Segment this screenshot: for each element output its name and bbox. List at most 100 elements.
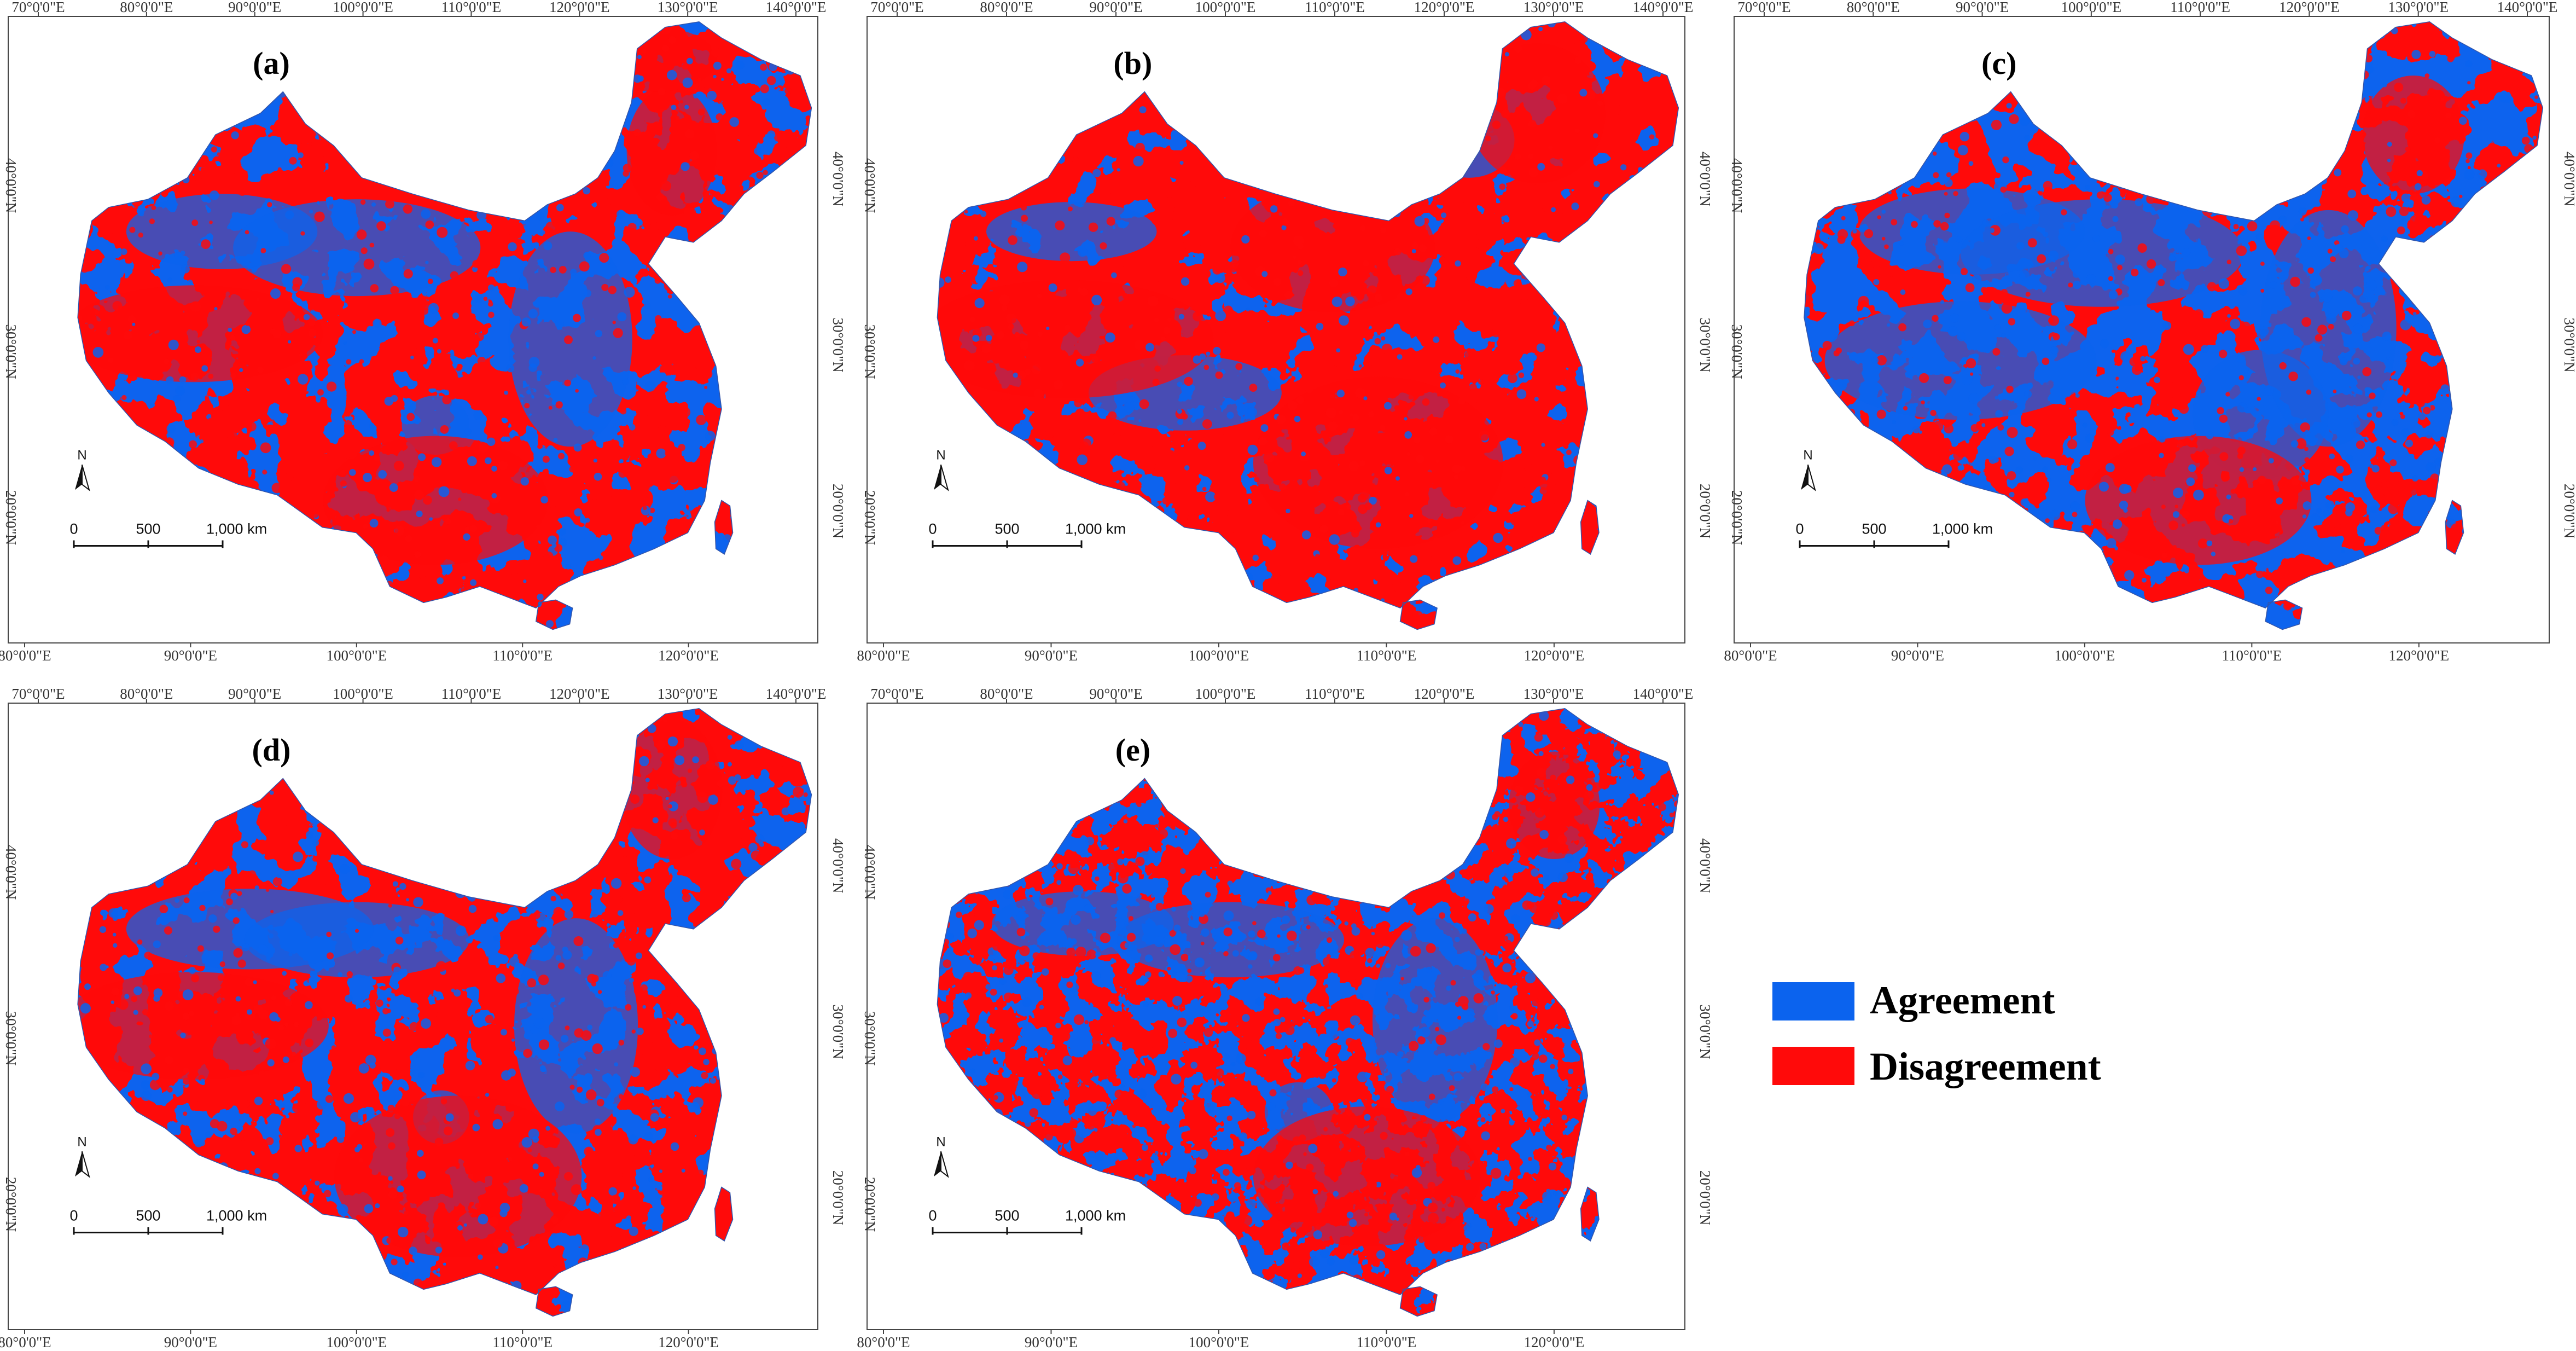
bottom-lon-label: 100°0'0"E	[1189, 647, 1249, 664]
agreement-region	[1372, 918, 1498, 1123]
legend-label-agreement: Agreement	[1870, 978, 2055, 1022]
left-lat-label: 30°0'0"N	[862, 324, 878, 379]
right-lat-label: 20°0'0"N	[830, 484, 846, 538]
top-lon-label: 90°0'0"E	[1956, 0, 2009, 15]
scale-label-zero: 0	[69, 521, 78, 537]
bottom-lon-label: 90°0'0"E	[1025, 647, 1078, 664]
disagreement-region	[937, 280, 1214, 398]
top-lon-label: 100°0'0"E	[333, 686, 393, 702]
agreement-region	[244, 902, 469, 978]
scale-bar: 0 500 1,000 km	[928, 521, 1126, 548]
top-lon-label: 80°0'0"E	[980, 0, 1033, 15]
bottom-lon-label: 120°0'0"E	[2388, 647, 2449, 664]
right-lat-label: 30°0'0"N	[1697, 317, 1713, 372]
scale-label-mid: 500	[995, 1208, 1019, 1224]
legend-swatch-agreement	[1772, 982, 1854, 1021]
top-lon-label: 90°0'0"E	[228, 686, 281, 702]
disagreement-region	[1509, 751, 1600, 860]
agreement-region	[986, 202, 1157, 262]
top-lon-label: 110°0'0"E	[1305, 686, 1365, 702]
disagreement-region	[1253, 376, 1503, 549]
top-lon-label: 70°0'0"E	[870, 686, 923, 702]
scale-label-mid: 500	[1862, 521, 1886, 537]
north-label: N	[936, 448, 945, 462]
top-lon-label: 110°0'0"E	[1305, 0, 1365, 15]
scale-bar: 0 500 1,000 km	[1795, 521, 1993, 548]
top-lon-label: 80°0'0"E	[1847, 0, 1900, 15]
scale-bar: 0 500 1,000 km	[928, 1208, 1126, 1235]
scale-label-zero: 0	[928, 521, 937, 537]
disagreement-region	[2362, 76, 2464, 194]
top-lon-label: 90°0'0"E	[1089, 686, 1142, 702]
top-lon-label: 110°0'0"E	[2170, 0, 2230, 15]
top-lon-label: 70°0'0"E	[1737, 0, 1790, 15]
right-lat-label: 40°0'0"N	[1697, 838, 1713, 893]
top-lon-label: 130°0'0"E	[2388, 0, 2449, 15]
bottom-lon-label: 80°0'0"E	[0, 647, 51, 664]
scale-label-mid: 500	[136, 1208, 160, 1224]
right-lat-label: 20°0'0"N	[1697, 484, 1713, 538]
right-lat-label: 40°0'0"N	[1697, 152, 1713, 206]
right-lat-label: 40°0'0"N	[830, 152, 846, 206]
panel-label-c: (c)	[1981, 45, 2016, 81]
scale-label-zero: 0	[69, 1208, 78, 1224]
north-arrow-icon: N	[75, 1134, 90, 1178]
left-lat-label: 30°0'0"N	[3, 1011, 19, 1065]
panel-label-b: (b)	[1113, 45, 1152, 81]
left-lat-label: 20°0'0"N	[862, 1177, 878, 1232]
disagreement-region	[78, 972, 329, 1080]
north-label: N	[77, 1134, 86, 1149]
map-panel-b: 70°0'0"E 80°0'0"E 90°0'0"E 100°0'0"E 110°0'0…	[857, 0, 1713, 664]
top-lon-label: 140°0'0"E	[766, 0, 827, 15]
scale-label-end: 1,000 km	[206, 521, 267, 537]
left-lat-label: 30°0'0"N	[1729, 324, 1745, 379]
map-panel-c: 70°0'0"E 80°0'0"E 90°0'0"E 100°0'0"E 110°0'0…	[1724, 0, 2576, 664]
agreement-region	[233, 199, 481, 297]
top-lon-label: 70°0'0"E	[870, 0, 923, 15]
bottom-lon-label: 90°0'0"E	[164, 647, 217, 664]
left-lat-label: 30°0'0"N	[3, 324, 19, 379]
left-lat-label: 20°0'0"N	[3, 1177, 19, 1232]
top-lon-label: 110°0'0"E	[441, 686, 502, 702]
right-lat-label: 30°0'0"N	[830, 317, 846, 372]
right-lat-label: 30°0'0"N	[2561, 317, 2576, 372]
scale-label-end: 1,000 km	[206, 1208, 267, 1224]
top-lon-label: 100°0'0"E	[333, 0, 393, 15]
top-lon-label: 130°0'0"E	[1523, 686, 1584, 702]
top-lon-label: 120°0'0"E	[549, 686, 610, 702]
legend: Agreement Disagreement	[1772, 978, 2101, 1088]
scale-bar: 0 500 1,000 km	[69, 1208, 267, 1235]
disagreement-region	[1253, 1106, 1481, 1246]
top-lon-label: 130°0'0"E	[1523, 0, 1584, 15]
scale-label-zero: 0	[928, 1208, 937, 1224]
right-lat-label: 30°0'0"N	[830, 1004, 846, 1059]
disagreement-region	[626, 86, 717, 216]
legend-label-disagreement: Disagreement	[1870, 1045, 2101, 1088]
top-lon-label: 130°0'0"E	[658, 0, 718, 15]
legend-swatch-disagreement	[1772, 1047, 1854, 1085]
top-lon-label: 80°0'0"E	[120, 686, 173, 702]
disagreement-region	[78, 285, 323, 382]
agreement-region	[1824, 301, 2097, 420]
right-lat-label: 40°0'0"N	[830, 838, 846, 893]
bottom-lon-label: 120°0'0"E	[658, 1334, 719, 1350]
agreement-region	[1960, 199, 2244, 307]
top-lon-label: 70°0'0"E	[11, 686, 65, 702]
bottom-lon-label: 110°0'0"E	[1357, 647, 1417, 664]
left-lat-label: 30°0'0"N	[862, 1011, 878, 1065]
disagreement-region	[1469, 43, 1606, 183]
left-lat-label: 20°0'0"N	[862, 490, 878, 545]
top-lon-label: 140°0'0"E	[2497, 0, 2558, 15]
top-lon-label: 120°0'0"E	[1414, 0, 1475, 15]
bottom-lon-label: 90°0'0"E	[164, 1334, 217, 1350]
north-arrow-icon: N	[75, 448, 90, 491]
disagreement-region	[621, 719, 723, 860]
map-panel-d: 70°0'0"E 80°0'0"E 90°0'0"E 100°0'0"E 110°0'0…	[0, 686, 846, 1350]
north-label: N	[77, 448, 86, 462]
scale-label-zero: 0	[1795, 521, 1804, 537]
disagreement-region	[334, 1095, 582, 1257]
top-lon-label: 110°0'0"E	[441, 0, 502, 15]
left-lat-label: 40°0'0"N	[1729, 158, 1745, 213]
bottom-lon-label: 80°0'0"E	[857, 647, 910, 664]
